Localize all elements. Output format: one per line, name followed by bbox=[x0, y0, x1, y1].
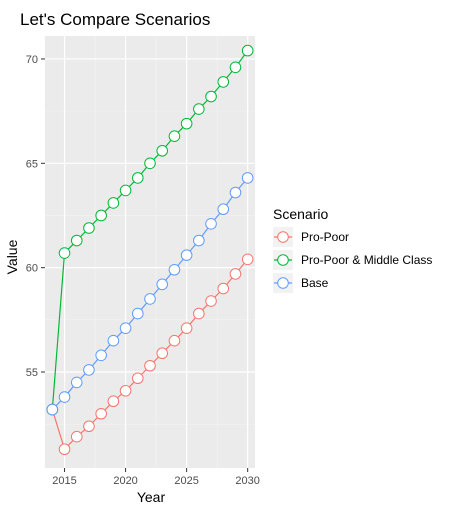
data-point bbox=[169, 264, 180, 275]
legend-label: Base bbox=[301, 276, 329, 290]
legend-item: Pro-Poor bbox=[273, 227, 349, 247]
y-tick-label: 55 bbox=[26, 367, 38, 379]
data-point bbox=[71, 235, 82, 246]
data-point bbox=[230, 62, 241, 73]
plot-panel bbox=[45, 36, 255, 468]
x-axis-title: Year bbox=[137, 489, 166, 505]
data-point bbox=[145, 294, 156, 305]
panel-background bbox=[45, 36, 255, 468]
data-point bbox=[47, 404, 58, 415]
data-point bbox=[59, 444, 70, 455]
y-tick-label: 70 bbox=[26, 54, 38, 66]
data-point bbox=[96, 210, 107, 221]
legend-item: Pro-Poor & Middle Class bbox=[273, 250, 432, 270]
legend-key-point bbox=[278, 278, 289, 289]
data-point bbox=[242, 45, 253, 56]
x-axis: 2015 2020 2025 2030 bbox=[52, 468, 260, 487]
data-point bbox=[132, 373, 143, 384]
data-point bbox=[59, 392, 70, 403]
y-axis-title: Value bbox=[4, 239, 20, 274]
data-point bbox=[108, 198, 119, 209]
legend-key-point bbox=[278, 255, 289, 266]
legend: Scenario Pro-Poor Pro-Poor & Middle Class… bbox=[273, 206, 432, 293]
data-point bbox=[194, 235, 205, 246]
data-point bbox=[230, 269, 241, 280]
data-point bbox=[132, 308, 143, 319]
data-point bbox=[145, 158, 156, 169]
data-point bbox=[169, 335, 180, 346]
x-tick-label: 2020 bbox=[113, 475, 137, 487]
data-point bbox=[84, 365, 95, 376]
data-point bbox=[84, 223, 95, 234]
x-tick-label: 2030 bbox=[235, 475, 259, 487]
data-point bbox=[120, 323, 131, 334]
data-point bbox=[84, 421, 95, 432]
chart-title: Let's Compare Scenarios bbox=[20, 10, 210, 29]
legend-item: Base bbox=[273, 273, 329, 293]
data-point bbox=[96, 408, 107, 419]
data-point bbox=[96, 350, 107, 361]
y-tick-label: 60 bbox=[26, 263, 38, 275]
data-point bbox=[71, 431, 82, 442]
data-point bbox=[242, 254, 253, 265]
legend-label: Pro-Poor & Middle Class bbox=[301, 253, 432, 267]
data-point bbox=[71, 377, 82, 388]
y-tick-label: 65 bbox=[26, 158, 38, 170]
data-point bbox=[120, 185, 131, 196]
y-axis: 55 60 65 70 bbox=[26, 54, 45, 379]
data-point bbox=[218, 283, 229, 294]
data-point bbox=[145, 360, 156, 371]
legend-key-point bbox=[278, 232, 289, 243]
data-point bbox=[132, 173, 143, 184]
data-point bbox=[194, 308, 205, 319]
data-point bbox=[206, 296, 217, 307]
data-point bbox=[59, 248, 70, 259]
data-point bbox=[181, 323, 192, 334]
data-point bbox=[157, 145, 168, 156]
data-point bbox=[181, 118, 192, 129]
data-point bbox=[206, 91, 217, 102]
data-point bbox=[181, 250, 192, 261]
x-tick-label: 2025 bbox=[174, 475, 198, 487]
data-point bbox=[108, 335, 119, 346]
legend-label: Pro-Poor bbox=[301, 230, 349, 244]
legend-title: Scenario bbox=[273, 206, 328, 222]
data-point bbox=[169, 131, 180, 142]
data-point bbox=[206, 219, 217, 230]
data-point bbox=[157, 279, 168, 290]
data-point bbox=[157, 348, 168, 359]
data-point bbox=[194, 104, 205, 115]
data-point bbox=[108, 396, 119, 407]
data-point bbox=[218, 77, 229, 88]
data-point bbox=[218, 204, 229, 215]
x-tick-label: 2015 bbox=[52, 475, 76, 487]
data-point bbox=[120, 385, 131, 396]
data-point bbox=[230, 187, 241, 198]
data-point bbox=[242, 173, 253, 184]
